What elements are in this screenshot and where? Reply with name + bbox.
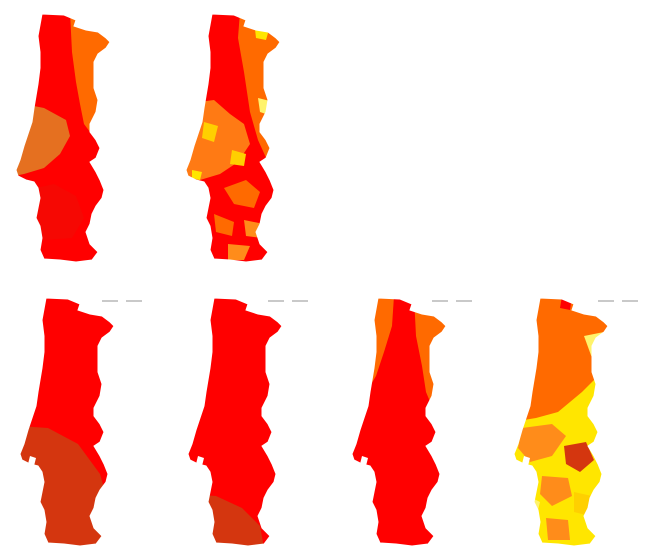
divider-dash <box>268 300 284 302</box>
map-top-1 <box>14 12 114 264</box>
divider-dash <box>598 300 614 302</box>
map-bottom-4 <box>512 296 612 548</box>
divider-dash <box>102 300 118 302</box>
map-bottom-1 <box>18 296 118 548</box>
divider-dash <box>432 300 448 302</box>
divider-dash <box>126 300 142 302</box>
map-top-2 <box>184 12 284 264</box>
map-bottom-3 <box>350 296 450 548</box>
map-bottom-2 <box>186 296 286 548</box>
divider-dash <box>456 300 472 302</box>
divider-dash <box>622 300 638 302</box>
divider-dash <box>292 300 308 302</box>
